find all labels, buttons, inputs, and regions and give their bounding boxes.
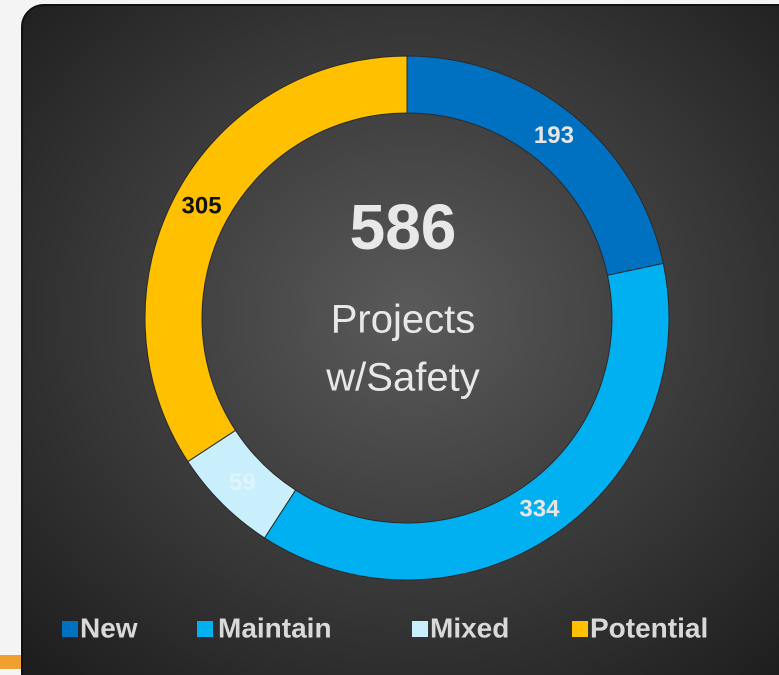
center-text: w/Safety: [325, 356, 479, 400]
slice: [263, 262, 670, 581]
data-label: 305: [182, 192, 222, 219]
legend-label: Potential: [590, 612, 708, 643]
legend-swatch: [197, 621, 213, 637]
center-text: Projects: [331, 298, 476, 342]
ring: 193 334 59 305: [144, 55, 670, 581]
legend-label: New: [80, 612, 138, 643]
legend-label: Maintain: [218, 612, 332, 643]
legend-label: Mixed: [430, 612, 509, 643]
center-value: 586: [350, 191, 457, 263]
data-label: 59: [229, 469, 256, 496]
data-label: 334: [519, 496, 560, 523]
slice: [144, 55, 408, 463]
legend-swatch: [572, 621, 588, 637]
legend: New Maintain Mixed Potential: [62, 612, 708, 643]
legend-swatch: [412, 621, 428, 637]
data-label: 193: [534, 122, 574, 149]
legend-swatch: [62, 621, 78, 637]
